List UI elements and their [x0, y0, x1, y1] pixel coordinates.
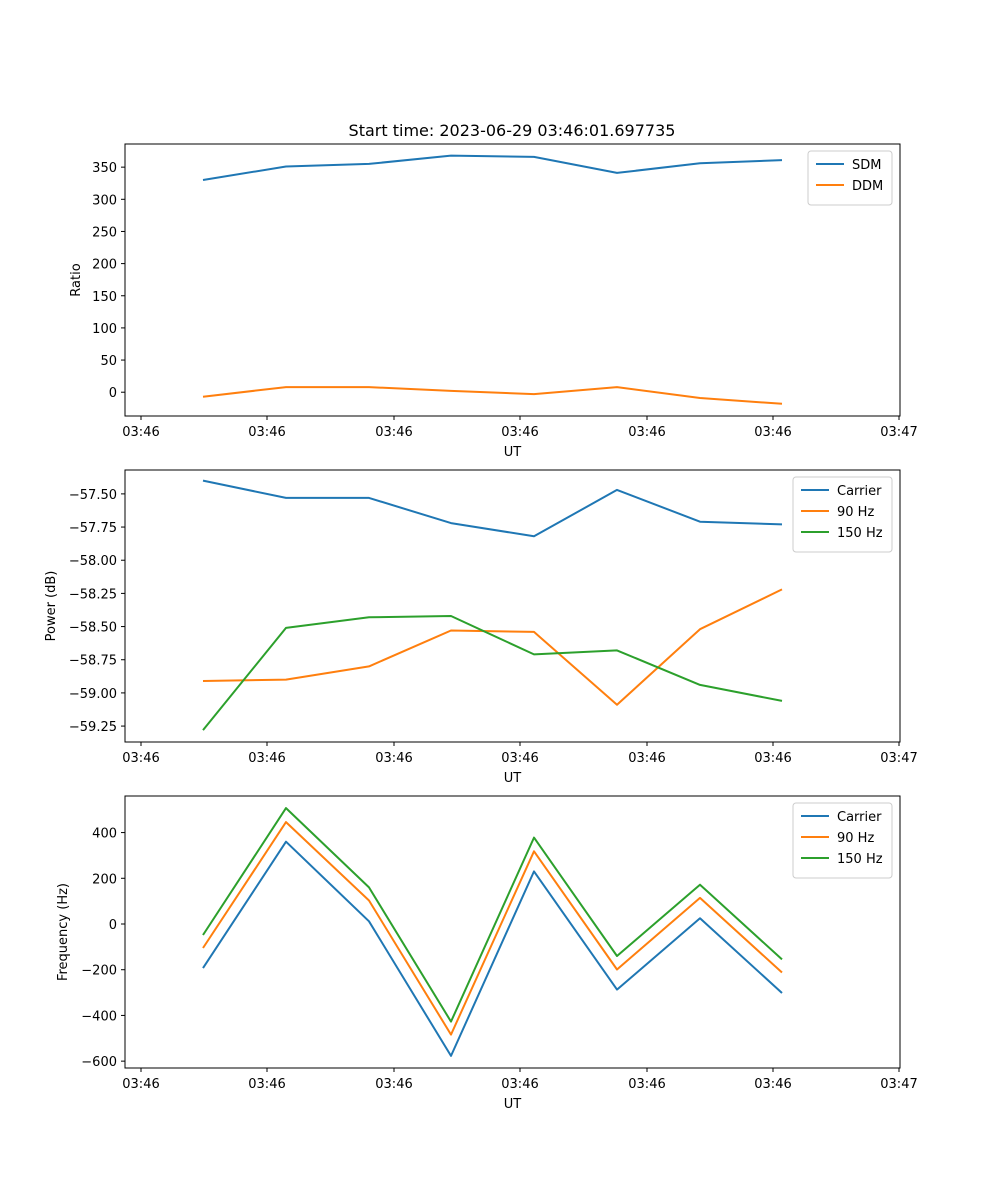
series-line-150-hz — [202, 615, 783, 731]
x-tick-label: 03:46 — [122, 1077, 159, 1092]
y-tick-label: −57.50 — [69, 488, 117, 503]
x-tick-label: 03:46 — [248, 1077, 285, 1092]
x-tick-label: 03:47 — [880, 425, 917, 440]
x-axis-label: UT — [504, 1097, 522, 1112]
y-tick-label: −200 — [81, 964, 117, 979]
x-tick-label: 03:46 — [122, 425, 159, 440]
series-line-90-hz — [202, 821, 783, 1036]
series-line-carrier — [202, 840, 783, 1057]
figure-title: Start time: 2023-06-29 03:46:01.697735 — [349, 121, 676, 140]
x-tick-label: 03:46 — [248, 425, 285, 440]
x-tick-label: 03:46 — [122, 751, 159, 766]
legend-label: DDM — [852, 179, 883, 194]
x-tick-label: 03:46 — [501, 1077, 538, 1092]
y-axis-label: Frequency (Hz) — [56, 883, 71, 981]
x-tick-label: 03:46 — [375, 1077, 412, 1092]
panels: 0 50 100 150 200 250 300 350 03:46 03:46 03:46 03:4… — [44, 143, 918, 1112]
y-tick-label: −58.25 — [69, 587, 117, 602]
legend: Carrier 90 Hz 150 Hz — [792, 476, 893, 553]
x-tick-label: 03:46 — [628, 1077, 665, 1092]
legend-label: Carrier — [837, 810, 882, 825]
legend-label: 150 Hz — [837, 852, 883, 867]
x-axis-label: UT — [504, 445, 522, 460]
x-tick-label: 03:46 — [628, 425, 665, 440]
panel-3: −600 −400 −200 0 200 400 03:46 03:46 03:46 03:46 0… — [56, 795, 918, 1112]
x-tick-label: 03:46 — [754, 425, 791, 440]
legend-label: 150 Hz — [837, 526, 883, 541]
y-tick-label: −57.75 — [69, 521, 117, 536]
series-line-sdm — [202, 154, 783, 181]
y-tick-label: −400 — [81, 1009, 117, 1024]
y-tick-label: 0 — [109, 386, 117, 401]
x-tick-label: 03:47 — [880, 751, 917, 766]
axes-frame — [124, 469, 901, 743]
series-line-ddm — [202, 386, 783, 405]
y-tick-label: 400 — [92, 827, 117, 842]
x-axis-label: UT — [504, 771, 522, 786]
x-tick-label: 03:46 — [754, 751, 791, 766]
legend: SDM DDM — [807, 150, 893, 206]
x-tick-label: 03:46 — [248, 751, 285, 766]
legend-label: Carrier — [837, 484, 882, 499]
y-tick-label: 300 — [92, 193, 117, 208]
axes-frame — [124, 143, 901, 417]
legend: Carrier 90 Hz 150 Hz — [792, 802, 893, 879]
y-axis-label: Ratio — [69, 263, 84, 296]
legend-box — [792, 476, 893, 553]
x-tick-label: 03:46 — [501, 425, 538, 440]
series-line-90-hz — [202, 588, 783, 706]
y-tick-label: −58.75 — [69, 654, 117, 669]
y-axis-label: Power (dB) — [44, 571, 59, 642]
x-tick-label: 03:47 — [880, 1077, 917, 1092]
legend-box — [792, 802, 893, 879]
panel-2: −57.50 −57.75 −58.00 −58.25 −58.50 −58.75 −59.… — [44, 469, 918, 786]
axes-frame — [124, 795, 901, 1069]
y-tick-label: −59.00 — [69, 687, 117, 702]
y-tick-label: −600 — [81, 1055, 117, 1070]
y-tick-label: 150 — [92, 290, 117, 305]
panel-1: 0 50 100 150 200 250 300 350 03:46 03:46 03:46 03:4… — [69, 143, 918, 460]
y-tick-label: 0 — [109, 918, 117, 933]
y-tick-label: 200 — [92, 872, 117, 887]
y-tick-label: 100 — [92, 322, 117, 337]
x-tick-label: 03:46 — [375, 425, 412, 440]
legend-label: 90 Hz — [837, 831, 874, 846]
x-tick-label: 03:46 — [754, 1077, 791, 1092]
series-line-150-hz — [202, 807, 783, 1023]
legend-label: 90 Hz — [837, 505, 874, 520]
y-tick-label: 250 — [92, 225, 117, 240]
y-tick-label: −58.00 — [69, 554, 117, 569]
y-tick-label: −58.50 — [69, 621, 117, 636]
x-tick-label: 03:46 — [628, 751, 665, 766]
y-tick-label: 50 — [100, 354, 117, 369]
y-tick-label: 200 — [92, 258, 117, 273]
x-tick-label: 03:46 — [375, 751, 412, 766]
series-line-carrier — [202, 479, 783, 538]
y-tick-label: −59.25 — [69, 720, 117, 735]
legend-label: SDM — [852, 158, 881, 173]
x-tick-label: 03:46 — [501, 751, 538, 766]
y-tick-label: 350 — [92, 161, 117, 176]
